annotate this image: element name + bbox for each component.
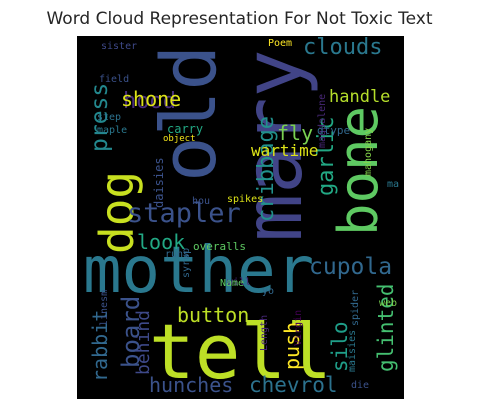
word-web: web <box>379 298 397 309</box>
word-press: press <box>87 83 113 152</box>
word-object: object <box>163 134 196 144</box>
word-daisies: daisies <box>152 157 166 208</box>
word-mother: mother <box>83 234 314 308</box>
word-yo: yo <box>262 286 274 297</box>
word-dtype: dtype <box>317 124 350 137</box>
word-hunches: hunches <box>149 373 233 397</box>
word-fly: fly <box>277 121 313 145</box>
cloud-background <box>77 36 404 399</box>
word-clouds: clouds <box>303 36 382 60</box>
word-old: old <box>144 45 233 182</box>
word-chevrol: chevrol <box>249 373 338 397</box>
word-bone: bone <box>327 106 390 236</box>
word-name: Name <box>220 278 244 289</box>
word-maple: maple <box>97 125 127 136</box>
word-mahogany: mahogany <box>363 128 374 176</box>
word-push: push <box>280 322 304 370</box>
word-look: look <box>137 230 185 254</box>
word-tell: tell <box>149 307 332 396</box>
word-sister: sister <box>101 41 137 52</box>
word-will: will <box>227 277 251 288</box>
word-syrup: syrup <box>181 248 192 278</box>
word-wartime: wartime <box>251 141 318 160</box>
word-mary: mary <box>227 49 320 242</box>
word-stapler: stapler <box>127 198 241 229</box>
word-ma: ma <box>387 179 399 190</box>
word-length: Length <box>259 315 270 351</box>
word-handle: handle <box>329 87 390 107</box>
word-runs: runs <box>165 249 189 260</box>
word-dog: dog <box>90 171 144 254</box>
word-button: button <box>177 303 249 327</box>
word-virgin: Virgin <box>293 310 304 346</box>
word-rabbit: rabbit <box>88 310 112 382</box>
word-cupola: cupola <box>309 254 392 280</box>
word-spikes: spikes <box>227 194 263 205</box>
word-hood: hood <box>123 89 176 114</box>
word-shone: shone <box>121 87 181 111</box>
word-die: die <box>351 380 369 391</box>
word-garlic: garlic <box>314 117 339 196</box>
word-magdalene: magdalene <box>317 94 328 148</box>
word-silo: silo <box>328 321 352 372</box>
chart-title: Word Cloud Representation For Not Toxic … <box>46 9 433 29</box>
word-step: step <box>97 112 121 123</box>
word-glinted: glinted <box>374 283 398 372</box>
word-carry: carry <box>167 122 203 136</box>
word-spider: spider <box>350 290 361 326</box>
word-hou: hou <box>192 196 210 207</box>
word-maisies: maisies <box>347 330 358 372</box>
word-poem: Poem <box>268 38 292 49</box>
word-overalls: overalls <box>193 240 246 253</box>
word-behind: behind <box>133 310 154 375</box>
word-cribbage: cribbage <box>254 116 279 222</box>
word-field: field <box>99 74 129 85</box>
word-linesm: linesm <box>99 290 110 326</box>
word-board: board <box>117 296 145 368</box>
